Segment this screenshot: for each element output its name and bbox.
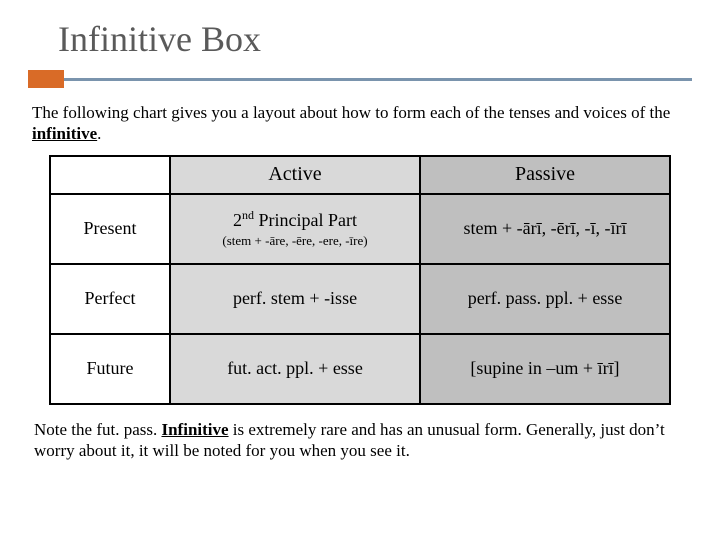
cell-present-passive: stem + -ārī, -ērī, -ī, -īrī	[420, 194, 670, 264]
note-keyword: Infinitive	[161, 420, 228, 439]
intro-text: The following chart gives you a layout a…	[32, 102, 688, 145]
header-active: Active	[170, 156, 420, 194]
header-passive: Passive	[420, 156, 670, 194]
row-label-perfect: Perfect	[50, 264, 170, 334]
table-header-row: Active Passive	[50, 156, 670, 194]
intro-prefix: The following chart gives you a layout a…	[32, 103, 670, 122]
footnote: Note the fut. pass. Infinitive is extrem…	[34, 419, 686, 462]
table-row: Present 2nd Principal Part (stem + -āre,…	[50, 194, 670, 264]
present-active-sub: (stem + -āre, -ēre, -ere, -īre)	[177, 233, 413, 249]
header-blank	[50, 156, 170, 194]
accent-rule	[28, 70, 692, 88]
present-active-post: Principal Part	[254, 210, 357, 230]
cell-perfect-active: perf. stem + -isse	[170, 264, 420, 334]
table-row: Future fut. act. ppl. + esse [supine in …	[50, 334, 670, 404]
table-row: Perfect perf. stem + -isse perf. pass. p…	[50, 264, 670, 334]
row-label-future: Future	[50, 334, 170, 404]
slide: Infinitive Box The following chart gives…	[0, 0, 720, 540]
intro-suffix: .	[97, 124, 101, 143]
cell-perfect-passive: perf. pass. ppl. + esse	[420, 264, 670, 334]
note-prefix: Note the fut. pass.	[34, 420, 161, 439]
cell-future-passive: [supine in –um + īrī]	[420, 334, 670, 404]
accent-block	[28, 70, 64, 88]
page-title: Infinitive Box	[28, 18, 692, 60]
present-active-pre: 2	[233, 210, 242, 230]
cell-present-active: 2nd Principal Part (stem + -āre, -ēre, -…	[170, 194, 420, 264]
cell-future-active: fut. act. ppl. + esse	[170, 334, 420, 404]
present-active-sup: nd	[242, 208, 254, 222]
row-label-present: Present	[50, 194, 170, 264]
infinitive-table: Active Passive Present 2nd Principal Par…	[49, 155, 671, 405]
accent-line	[64, 78, 692, 81]
intro-keyword: infinitive	[32, 124, 97, 143]
